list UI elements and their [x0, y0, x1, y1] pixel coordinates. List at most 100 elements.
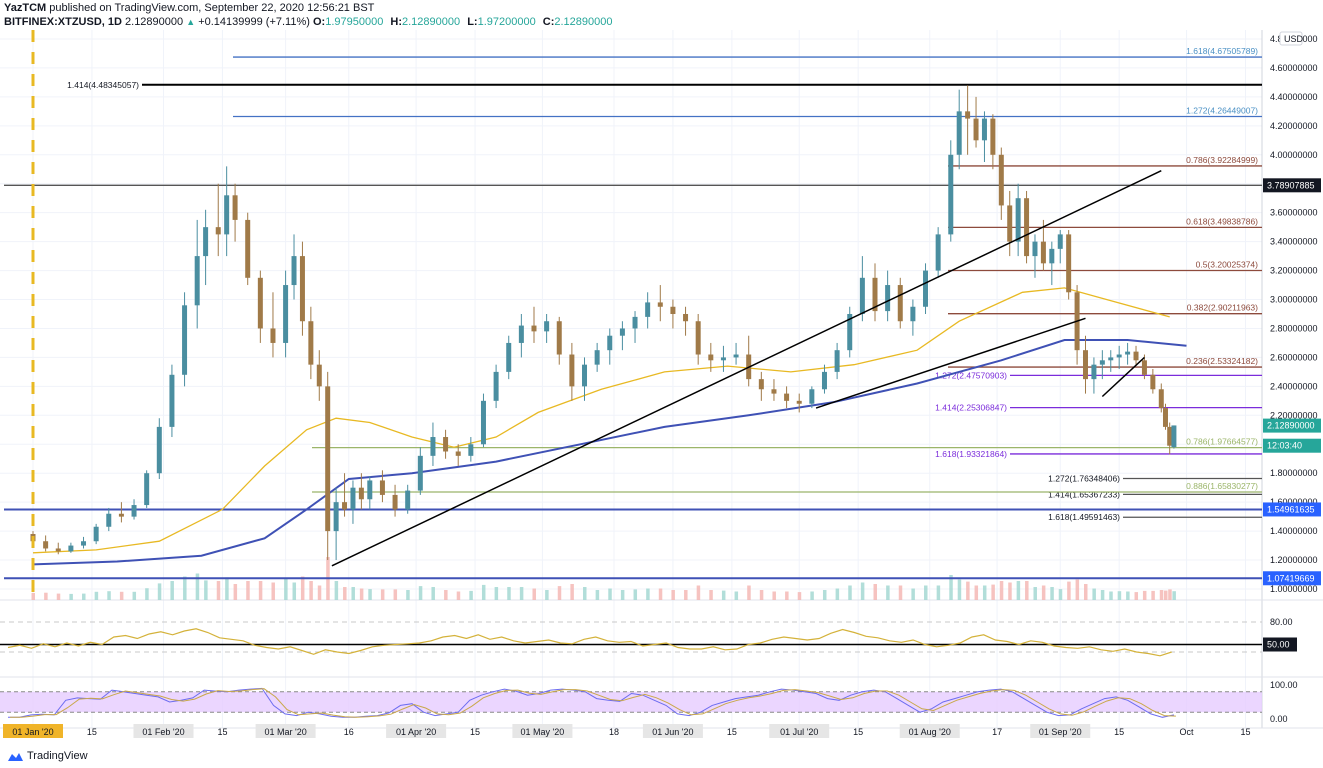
trendlines[interactable]	[331, 170, 1162, 567]
volume-bar	[608, 588, 612, 600]
time-tick-label[interactable]: 01 Jun '20	[652, 727, 693, 737]
time-tick-label[interactable]: 01 Aug '20	[909, 727, 951, 737]
up-arrow-icon: ▲	[186, 17, 196, 27]
time-tick-label[interactable]: 15	[1114, 727, 1124, 737]
volume-bar	[393, 589, 398, 600]
volume-bar	[494, 587, 499, 600]
candle-body	[935, 234, 941, 271]
time-tick-label[interactable]: 01 Feb '20	[142, 727, 184, 737]
candle-body	[1040, 241, 1046, 264]
volume-bar	[1033, 587, 1037, 600]
volume-bars	[31, 557, 1176, 600]
price-tick-label: 1.80000000	[1270, 468, 1318, 478]
currency-button[interactable]	[1279, 31, 1303, 46]
tradingview-logo[interactable]: TradingView	[6, 750, 88, 762]
volume-bar	[545, 590, 549, 600]
volume-bar	[557, 586, 562, 600]
time-tick-label[interactable]: 15	[87, 727, 97, 737]
time-tick-label[interactable]: 01 May '20	[521, 727, 565, 737]
fib-level-label: 1.618(1.93321864)	[935, 449, 1007, 459]
price-badge	[1263, 502, 1321, 517]
candle-body	[1015, 198, 1021, 242]
volume-bar	[359, 588, 364, 600]
candle-body	[68, 545, 74, 552]
time-tick-label[interactable]: 15	[1240, 727, 1250, 737]
rsi-tick: 80.00	[1270, 617, 1293, 627]
time-tick-label[interactable]: 18	[609, 727, 619, 737]
candle-body	[299, 256, 305, 322]
volume-bar	[848, 585, 852, 600]
candle-body	[594, 350, 600, 365]
price-axis[interactable]: 4.800000004.600000004.400000004.20000000…	[1263, 31, 1321, 594]
volume-bar	[82, 593, 86, 600]
tradingview-cloud-icon	[8, 752, 23, 761]
time-tick-label[interactable]: 01 Sep '20	[1039, 727, 1082, 737]
time-axis[interactable]: 01 Jan '20 15 01 Feb '20 15 01 Mar '20 16 01 A…	[3, 724, 1250, 738]
volume-bar	[431, 587, 435, 600]
stoch-rsi-pane[interactable]: 100.00 0.00	[0, 680, 1298, 724]
candle-body	[1150, 374, 1156, 390]
volume-bar	[292, 582, 297, 600]
high-label: H:	[390, 16, 402, 28]
rsi-pane[interactable]: 80.00 50.00	[0, 617, 1297, 657]
candle-body	[182, 305, 188, 375]
time-tick-highlight	[1030, 724, 1091, 738]
time-tick-label[interactable]: 01 Jul '20	[780, 727, 818, 737]
volume-bar	[747, 585, 751, 600]
candle-body	[809, 389, 815, 404]
candle-body	[283, 285, 289, 343]
volume-bar	[620, 590, 625, 600]
candle-body	[518, 325, 524, 343]
volume-bar	[936, 585, 941, 600]
time-tick-label[interactable]: 01 Mar '20	[264, 727, 306, 737]
candle-body	[55, 548, 61, 552]
trendline[interactable]	[1101, 356, 1145, 398]
trendline[interactable]	[815, 317, 1086, 409]
time-tick-label[interactable]: 16	[344, 727, 354, 737]
volume-bar	[949, 575, 953, 600]
volume-bar	[1084, 584, 1088, 600]
candle-body	[683, 313, 689, 322]
volume-bar	[709, 590, 713, 600]
price-tick-label: 1.00000000	[1270, 584, 1318, 594]
time-tick-label[interactable]: 01 Apr '20	[396, 727, 436, 737]
time-tick-label[interactable]: 17	[992, 727, 1002, 737]
ma-fast-line	[32, 287, 1170, 554]
volume-bar	[31, 593, 35, 600]
volume-bar	[300, 576, 305, 600]
volume-bar	[1050, 587, 1054, 600]
volume-bar	[170, 581, 174, 600]
volume-bar	[658, 588, 663, 600]
time-tick-label[interactable]: Oct	[1180, 727, 1195, 737]
volume-bar	[696, 585, 701, 600]
low-value: 1.97200000	[477, 16, 536, 28]
volume-bar	[810, 591, 814, 600]
trendline[interactable]	[331, 170, 1162, 567]
volume-bar	[532, 588, 536, 600]
ma-slow-line	[32, 339, 1187, 566]
symbol-name[interactable]: BITFINEX:XTZUSD, 1D	[4, 16, 122, 28]
candle-body	[720, 357, 726, 361]
candle-body	[872, 277, 878, 312]
volume-bar	[759, 590, 764, 600]
candle-body	[257, 277, 263, 329]
price-chart[interactable]: 1.618(4.67505789) 1.414(4.48345057) 1.272(…	[0, 30, 1323, 746]
volume-bar	[570, 584, 574, 600]
time-tick-label[interactable]: 15	[853, 727, 863, 737]
volume-bar	[309, 581, 313, 600]
time-tick-label[interactable]: 15	[217, 727, 227, 737]
candle-body	[1158, 389, 1164, 409]
publisher-name[interactable]: YazTCM	[4, 2, 47, 14]
volume-bar	[966, 581, 970, 600]
time-tick-label[interactable]: 15	[470, 727, 480, 737]
price-badge	[1263, 418, 1321, 433]
fib-level-label: 0.618(3.49838786)	[1186, 216, 1258, 226]
volume-bar	[183, 576, 187, 600]
time-tick-label[interactable]: 01 Jan '20	[12, 727, 53, 737]
candle-body	[973, 118, 979, 141]
candle-body	[443, 437, 449, 452]
volume-bar	[145, 588, 149, 600]
volume-bar	[721, 590, 726, 600]
time-tick-label[interactable]: 15	[727, 727, 737, 737]
currency-label: USD	[1284, 34, 1304, 44]
